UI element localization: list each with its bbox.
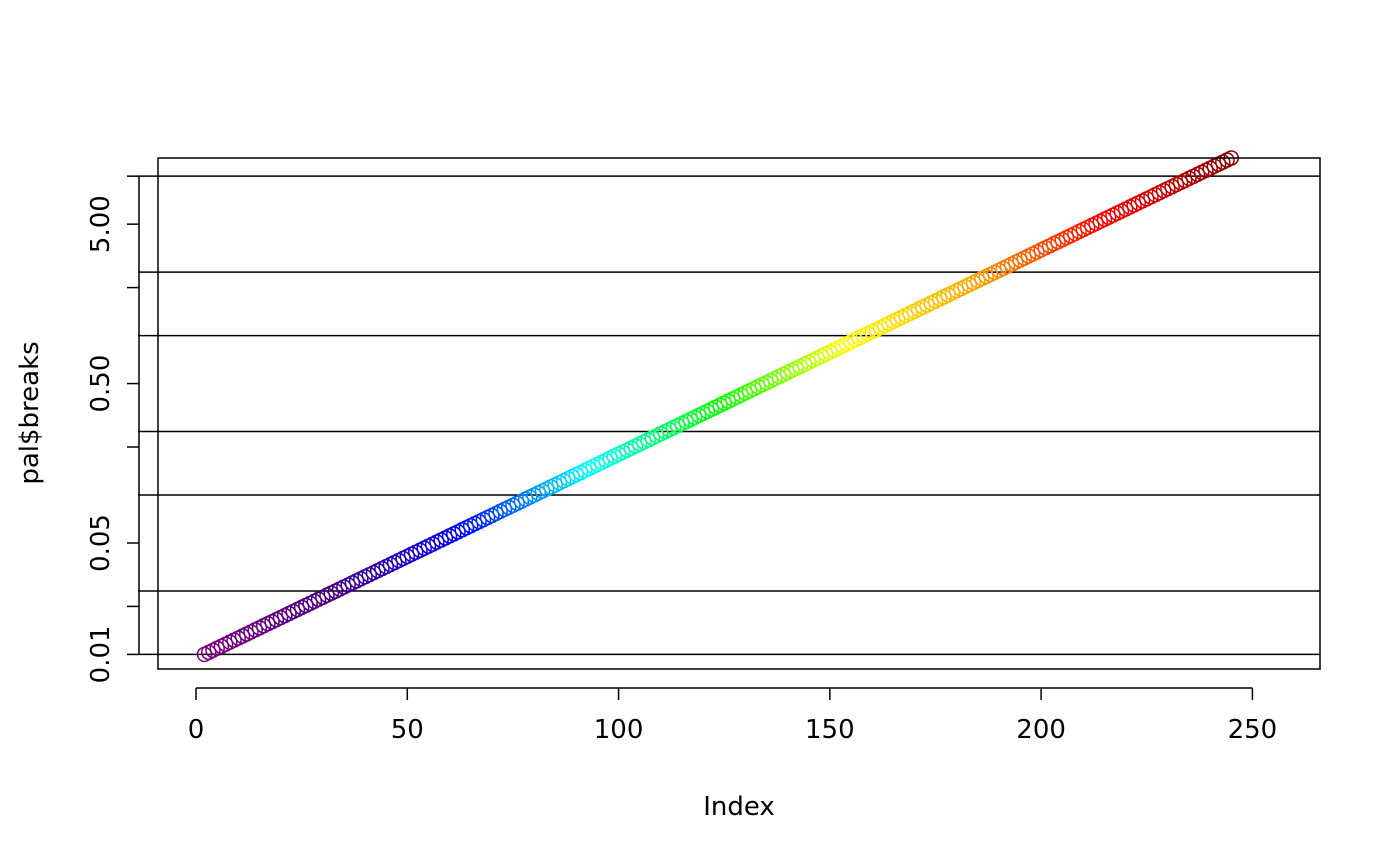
y-tick-label: 0.01 [86, 625, 116, 683]
x-tick-label: 200 [1016, 715, 1066, 745]
x-tick-label: 100 [594, 715, 644, 745]
y-tick-label: 0.05 [86, 514, 116, 572]
y-tick-label: 0.50 [86, 355, 116, 413]
x-tick-label: 50 [391, 715, 424, 745]
plot-frame [157, 157, 1321, 670]
horizontal-reference-lines [138, 175, 1320, 656]
x-axis: 0 50 100 150 200 250 [188, 687, 1278, 745]
y-tick-label: 5.00 [86, 195, 116, 253]
y-axis: 0.01 0.05 0.50 5.00 [86, 175, 140, 683]
x-tick-label: 0 [188, 715, 205, 745]
x-axis-title: Index [703, 792, 775, 822]
data-points [196, 150, 1240, 663]
y-axis-title: pal$breaks [15, 341, 45, 484]
x-tick-label: 250 [1228, 715, 1278, 745]
x-tick-label: 150 [805, 715, 855, 745]
